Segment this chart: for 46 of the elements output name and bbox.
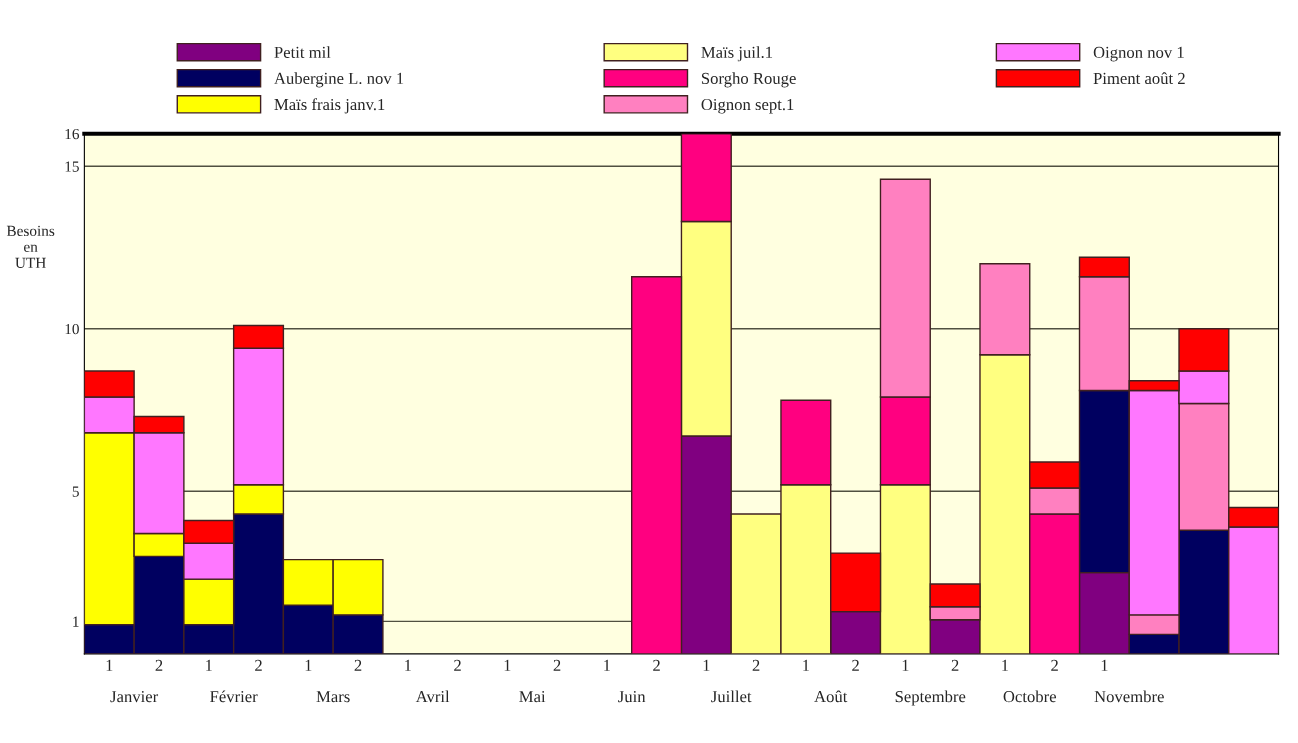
y-tick-label: 1: [73, 616, 79, 627]
y-tick-label: 10: [65, 323, 79, 335]
legend-label: Sorgho Rouge: [701, 72, 796, 88]
text: 2: [1051, 659, 1058, 671]
text: Avril: [415, 690, 450, 703]
legend-label: Petit mil: [274, 46, 331, 58]
text: 1: [803, 659, 810, 671]
text: 1: [1002, 659, 1009, 671]
text: Mars: [316, 691, 350, 703]
text: 1: [703, 659, 710, 671]
legend-label: Oignon sept.1: [701, 98, 794, 114]
text: 1: [305, 659, 312, 671]
text: 2: [553, 659, 561, 671]
text: 1: [206, 659, 212, 671]
text: 2: [354, 659, 362, 671]
text: 1: [604, 659, 610, 671]
y-tick-label: 16: [65, 128, 80, 140]
y-axis-title: Besoins en UTH: [6, 225, 55, 268]
text: Octobre: [1003, 690, 1057, 703]
text: 2: [653, 659, 660, 671]
text: Février: [210, 690, 258, 703]
text: Mai: [519, 691, 546, 703]
y-tick-label: 5: [72, 486, 79, 497]
text: 2: [852, 659, 859, 671]
text: Juillet: [711, 690, 752, 703]
text: 2: [255, 659, 262, 671]
text: Août: [814, 690, 848, 703]
text: 2: [752, 659, 760, 671]
legend-label: Oignon nov 1: [1093, 46, 1184, 62]
text: 1: [504, 659, 511, 671]
y-tick-label: 15: [65, 161, 79, 172]
text: Juin: [618, 691, 646, 703]
text: Novembre: [1094, 690, 1164, 703]
legend-label: Maïs juil.1: [701, 46, 773, 62]
text: 1: [405, 659, 411, 671]
text: 2: [155, 659, 163, 671]
legend-label: Aubergine L. nov 1: [274, 72, 404, 88]
text: 1: [1101, 659, 1108, 671]
legend-label: Piment août 2: [1093, 72, 1185, 85]
text: 1: [902, 659, 909, 671]
text: 2: [951, 659, 959, 671]
text: 1: [106, 659, 113, 671]
legend-label: Maïs frais janv.1: [274, 98, 385, 114]
text: 2: [454, 659, 461, 671]
text: Septembre: [895, 690, 966, 706]
text: Janvier: [110, 691, 159, 703]
